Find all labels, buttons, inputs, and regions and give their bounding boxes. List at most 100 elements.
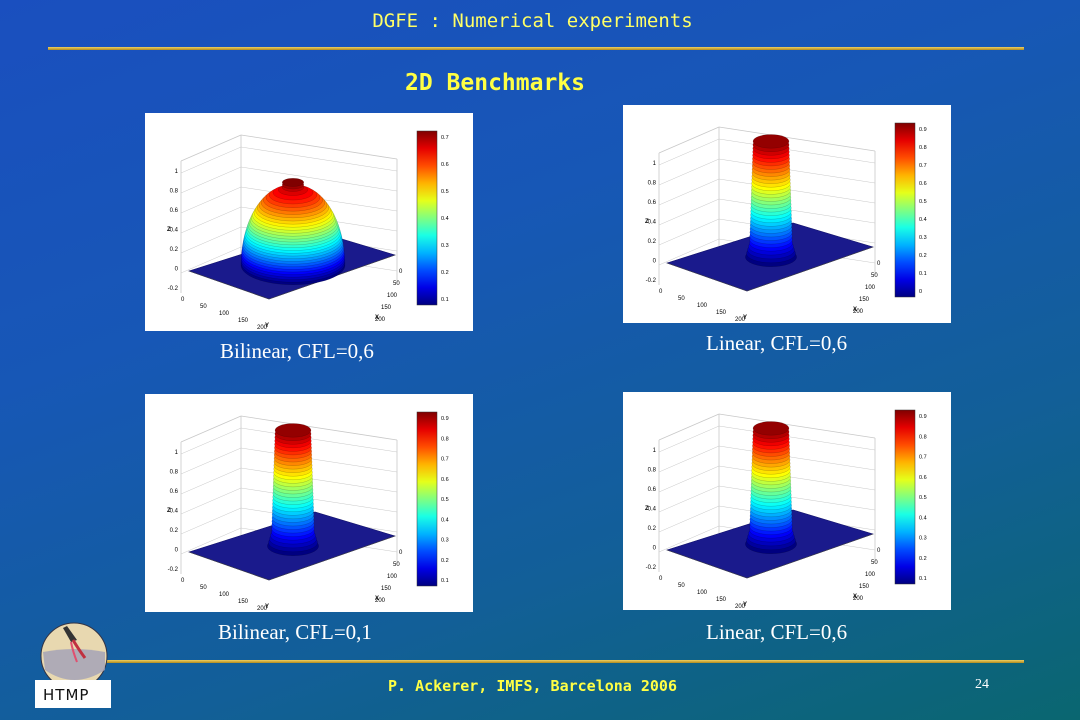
footer-text: P. Ackerer, IMFS, Barcelona 2006 [388, 677, 677, 695]
colorbar-tick-label: 0.5 [441, 189, 449, 195]
z-tick-label: -0.2 [646, 278, 657, 284]
y-tick-label: 100 [219, 592, 230, 598]
surface-plot-svg-3: 10.80.60.40.20-0.2Z050100150200Y05010015… [167, 411, 449, 612]
colorbar [894, 122, 916, 298]
x-tick-label: 100 [865, 572, 876, 578]
y-tick-label: 100 [697, 303, 708, 309]
z-tick-label: 1 [175, 450, 179, 456]
x-tick-label: 150 [381, 305, 392, 311]
page-number: 24 [975, 677, 989, 692]
plot-caption-2: Linear, CFL=0,6 [706, 331, 848, 355]
z-tick-label: 0.2 [170, 528, 179, 534]
surface-plot-4: 1 0.8 0.6 0.4 0.2 0 -0.2 Z 0 50 100 150 200 Y 0 50 100 15… [623, 392, 951, 610]
z-axis-label: Z [645, 506, 649, 512]
colorbar [894, 409, 916, 585]
z-tick-label: 1 [653, 448, 657, 454]
colorbar-tick-label: 0.1 [441, 297, 449, 303]
x-tick-label: 50 [393, 281, 400, 287]
colorbar-tick-label: 0.5 [919, 199, 927, 205]
y-tick-label: 0 [181, 297, 185, 303]
colorbar-tick-label: 0.5 [919, 495, 927, 501]
header-title: DGFE : Numerical experiments [372, 10, 693, 32]
x-tick-label: 100 [865, 285, 876, 291]
colorbar-tick-label: 0.4 [441, 517, 449, 523]
y-tick-label: 50 [200, 585, 207, 591]
z-tick-label: 0 [653, 259, 657, 265]
x-tick-label: 0 [399, 269, 403, 275]
bottom-divider [48, 660, 1024, 663]
x-tick-label: 50 [871, 273, 878, 279]
z-tick-label: 0.8 [170, 470, 179, 476]
colorbar-tick-label: 0.4 [919, 515, 927, 521]
z-tick-label: 0.8 [648, 181, 657, 187]
z-tick-label: -0.2 [168, 567, 179, 573]
z-tick-label: 0.4 [170, 509, 179, 515]
z-tick-label: 0.2 [648, 239, 657, 245]
surface-plot-1: 1 0.8 0.6 0.4 0.2 0 -0.2 Z 0 50 100 150 200 Y 0 50 100 15… [145, 113, 473, 331]
colorbar-tick-label: 0.5 [441, 497, 449, 503]
z-tick-label: 0 [653, 546, 657, 552]
colorbar-tick-label: 0.7 [441, 135, 449, 141]
x-tick-label: 200 [853, 596, 864, 602]
logo-text: HTMP [43, 686, 90, 704]
y-tick-label: 0 [659, 289, 663, 295]
z-tick-label: 0.2 [648, 526, 657, 532]
y-tick-label: 200 [257, 606, 268, 612]
z-axis-label: Z [645, 219, 649, 225]
z-axis-label: Z [167, 508, 171, 514]
y-tick-label: 50 [200, 304, 207, 310]
colorbar-tick-label: 0.3 [441, 538, 449, 544]
y-tick-label: 50 [678, 583, 685, 589]
z-tick-label: 0 [175, 548, 179, 554]
x-tick-label: 50 [393, 562, 400, 568]
surface-slice [282, 178, 304, 187]
x-tick-label: 50 [871, 560, 878, 566]
z-tick-label: 1 [653, 161, 657, 167]
colorbar-tick-label: 0.1 [919, 271, 927, 277]
y-tick-label: 100 [697, 590, 708, 596]
colorbar-tick-label: 0.4 [441, 216, 449, 222]
x-tick-label: 150 [381, 586, 392, 592]
x-tick-label: 0 [877, 548, 881, 554]
y-tick-label: 200 [257, 325, 268, 331]
y-tick-label: 150 [716, 597, 727, 603]
z-tick-label: 0.6 [648, 200, 657, 206]
y-tick-label: 0 [181, 578, 185, 584]
surface-plot-svg-4: 10.80.60.40.20-0.2Z050100150200Y05010015… [645, 409, 927, 610]
colorbar-tick-label: 0.4 [919, 217, 927, 223]
colorbar-tick-label: 0.1 [919, 576, 927, 582]
x-tick-label: 200 [375, 317, 386, 323]
z-tick-label: 0.4 [170, 228, 179, 234]
colorbar-tick-label: 0.8 [919, 434, 927, 440]
y-tick-label: 200 [735, 317, 746, 323]
z-tick-label: 0.2 [170, 247, 179, 253]
x-tick-label: 200 [375, 598, 386, 604]
x-axis-label: X [853, 594, 857, 600]
x-axis-label: X [375, 596, 379, 602]
colorbar-tick-label: 0.7 [919, 455, 927, 461]
colorbar-tick-label: 0.8 [919, 145, 927, 151]
y-tick-label: 0 [659, 576, 663, 582]
colorbar-tick-label: 0.7 [441, 457, 449, 463]
colorbar-tick-label: 0.6 [919, 475, 927, 481]
z-tick-label: 0.8 [648, 468, 657, 474]
x-tick-label: 0 [877, 261, 881, 267]
z-tick-label: 0.6 [648, 487, 657, 493]
y-axis-label: Y [743, 315, 747, 321]
y-tick-label: 150 [716, 310, 727, 316]
z-tick-label: 1 [175, 169, 179, 175]
colorbar-tick-label: 0.1 [441, 578, 449, 584]
z-tick-label: 0.8 [170, 189, 179, 195]
colorbar-tick-label: 0.2 [441, 270, 449, 276]
colorbar-tick-label: 0.2 [919, 253, 927, 259]
colorbar [416, 411, 438, 587]
y-axis-label: Y [743, 602, 747, 608]
plot-caption-3: Bilinear, CFL=0,1 [218, 620, 372, 644]
surface-plot-svg-1: 10.80.60.40.20-0.2Z050100150200Y05010015… [167, 130, 449, 331]
z-tick-label: 0.4 [648, 507, 657, 513]
y-axis-label: Y [265, 604, 269, 610]
z-tick-label: -0.2 [646, 565, 657, 571]
y-tick-label: 50 [678, 296, 685, 302]
slide-title: 2D Benchmarks [404, 70, 585, 96]
colorbar-tick-label: 0.2 [441, 558, 449, 564]
